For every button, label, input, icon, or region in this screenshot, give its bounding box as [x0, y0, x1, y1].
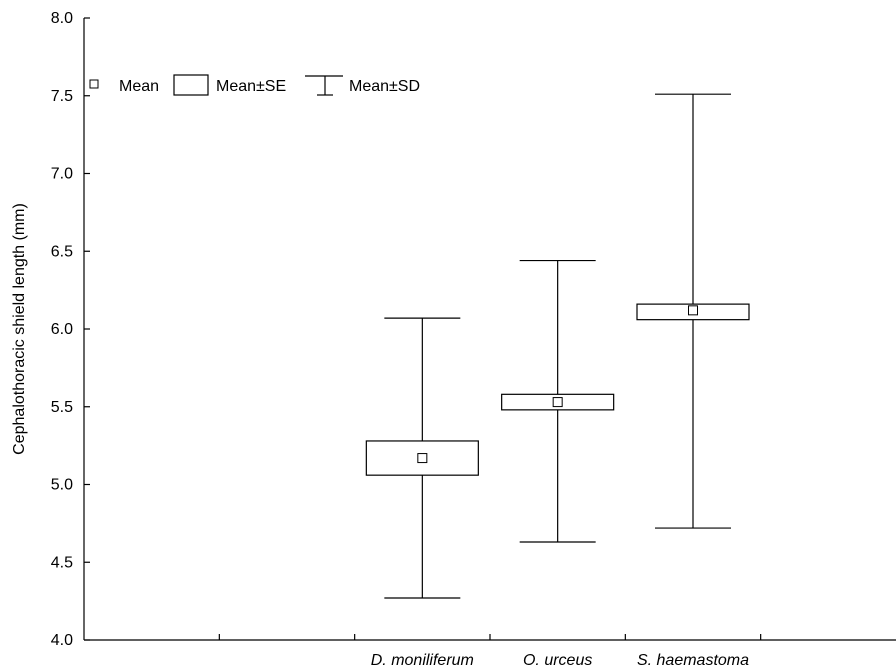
y-tick-label: 4.0 — [51, 632, 73, 649]
x-tick-label: O. urceus — [523, 652, 592, 669]
category-group — [636, 93, 750, 529]
y-tick-label: 7.5 — [51, 88, 73, 105]
legend-mean-marker — [89, 79, 99, 89]
y-axis: 4.0 4.5 5.0 5.5 6.0 6.5 7.0 7.5 8.0 Cephalothora… — [11, 10, 90, 649]
y-tick-label: 6.5 — [51, 243, 73, 260]
mean-marker — [688, 305, 698, 316]
legend-mean-label: Mean — [119, 78, 159, 95]
x-tick-group: D. moniliferum O. urceus S. haemastoma — [218, 634, 762, 669]
mean-marker — [417, 453, 428, 464]
legend-se-label: Mean±SE — [216, 78, 286, 95]
legend-se-box — [173, 74, 209, 96]
x-tick-label: S. haemastoma — [637, 652, 749, 669]
category-group — [365, 317, 479, 599]
legend-sd-label: Mean±SD — [349, 78, 420, 95]
y-tick-label: 5.5 — [51, 399, 73, 416]
y-tick-label: 8.0 — [51, 10, 73, 27]
mean-marker — [552, 397, 563, 408]
category-group — [501, 259, 615, 543]
x-axis: D. moniliferum O. urceus S. haemastoma — [84, 634, 896, 669]
x-tick-label: D. moniliferum — [371, 652, 474, 669]
y-tick-label: 7.0 — [51, 166, 73, 183]
y-tick-group: 4.0 4.5 5.0 5.5 6.0 6.5 7.0 7.5 8.0 — [51, 10, 90, 649]
y-tick-label: 6.0 — [51, 321, 73, 338]
y-tick-label: 4.5 — [51, 554, 73, 571]
y-tick-label: 5.0 — [51, 477, 73, 494]
legend: Mean Mean±SE Mean±SD — [89, 74, 420, 96]
plot-area — [365, 93, 750, 599]
y-axis-label: Cephalothoracic shield length (mm) — [11, 203, 28, 455]
